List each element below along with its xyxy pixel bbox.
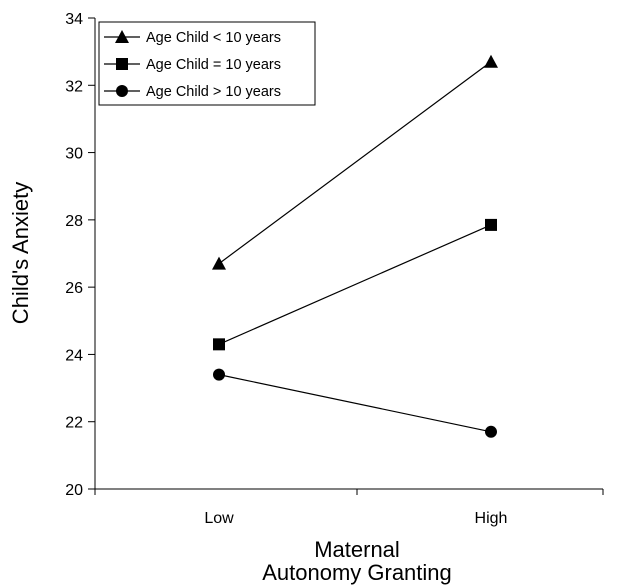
legend-label: Age Child > 10 years bbox=[146, 84, 281, 100]
data-point-square bbox=[213, 338, 225, 351]
legend-label: Age Child = 10 years bbox=[146, 57, 281, 73]
legend-item: Age Child = 10 years bbox=[104, 57, 281, 73]
data-point-triangle bbox=[484, 54, 498, 68]
y-tick-label: 32 bbox=[65, 78, 83, 95]
legend-marker-circle bbox=[116, 85, 128, 97]
series-3 bbox=[213, 368, 497, 438]
x-axis-label-line1: Maternal bbox=[314, 537, 400, 562]
axes bbox=[94, 18, 603, 490]
series-line bbox=[218, 374, 492, 433]
legend-label: Age Child < 10 years bbox=[146, 30, 281, 46]
series-line bbox=[218, 224, 492, 345]
y-tick-label: 22 bbox=[65, 415, 83, 432]
x-tick-label: High bbox=[475, 510, 508, 527]
y-tick-label: 34 bbox=[65, 11, 83, 28]
legend-marker-square bbox=[116, 58, 128, 70]
y-ticks: 20 22 24 26 28 30 32 34 bbox=[65, 11, 95, 499]
y-tick-label: 26 bbox=[65, 280, 83, 297]
x-axis-label-line2: Autonomy Granting bbox=[262, 560, 452, 585]
y-tick-label: 28 bbox=[65, 213, 83, 230]
series-1 bbox=[212, 54, 498, 270]
series-2 bbox=[213, 218, 497, 351]
data-point-triangle bbox=[212, 256, 226, 270]
legend-item: Age Child < 10 years bbox=[104, 30, 281, 46]
x-ticks: Low High bbox=[94, 489, 604, 527]
y-tick-label: 30 bbox=[65, 146, 83, 163]
data-point-circle bbox=[485, 425, 497, 438]
y-tick-label: 24 bbox=[65, 347, 83, 364]
data-point-circle bbox=[213, 368, 225, 381]
x-tick-label: Low bbox=[204, 510, 234, 527]
y-tick-label: 20 bbox=[65, 482, 83, 499]
series-line bbox=[218, 61, 492, 265]
data-point-square bbox=[485, 218, 497, 231]
legend-item: Age Child > 10 years bbox=[104, 84, 281, 100]
legend-marker-triangle bbox=[115, 30, 129, 43]
y-axis-label: Child's Anxiety bbox=[8, 182, 33, 324]
legend: Age Child < 10 years Age Child = 10 years… bbox=[98, 21, 316, 106]
series-group bbox=[212, 54, 498, 438]
